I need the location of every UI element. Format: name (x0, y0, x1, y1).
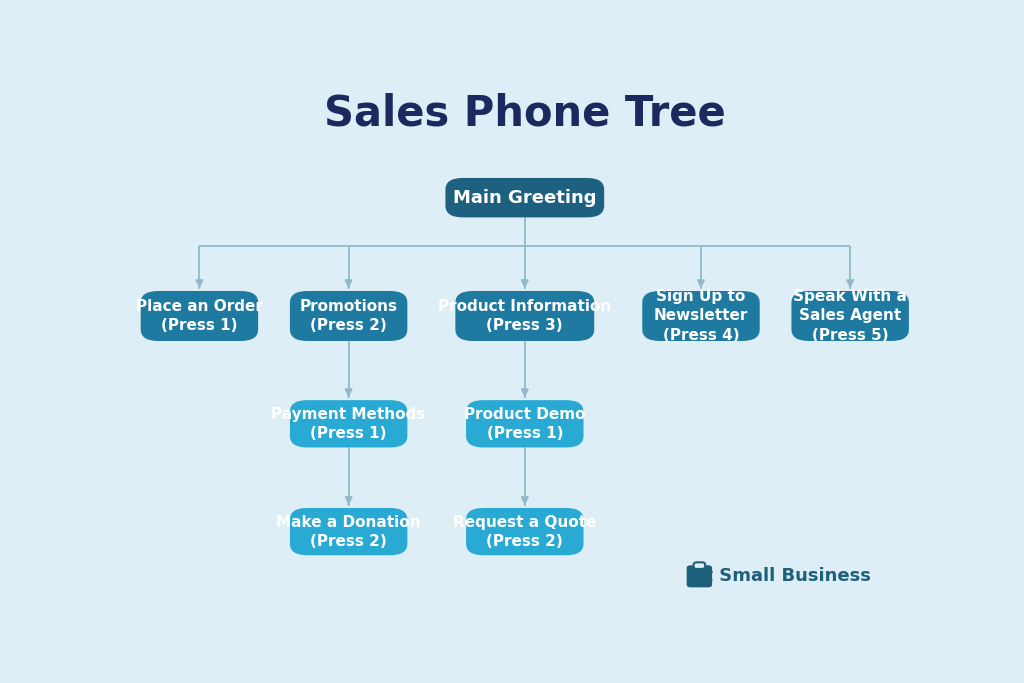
Text: Main Greeting: Main Greeting (453, 189, 597, 207)
FancyBboxPatch shape (445, 178, 604, 217)
Text: Place an Order
(Press 1): Place an Order (Press 1) (136, 299, 263, 333)
Text: Product Information
(Press 3): Product Information (Press 3) (438, 299, 611, 333)
Text: Promotions
(Press 2): Promotions (Press 2) (300, 299, 397, 333)
Text: Request a Quote
(Press 2): Request a Quote (Press 2) (453, 514, 597, 548)
FancyBboxPatch shape (693, 562, 706, 569)
Text: Speak With a
Sales Agent
(Press 5): Speak With a Sales Agent (Press 5) (794, 290, 907, 343)
FancyBboxPatch shape (290, 508, 408, 555)
FancyBboxPatch shape (466, 508, 584, 555)
FancyBboxPatch shape (642, 291, 760, 341)
FancyBboxPatch shape (290, 291, 408, 341)
Text: Payment Methods
(Press 1): Payment Methods (Press 1) (271, 406, 426, 441)
Text: Make a Donation
(Press 2): Make a Donation (Press 2) (276, 514, 421, 548)
Text: Sign Up to
Newsletter
(Press 4): Sign Up to Newsletter (Press 4) (653, 290, 749, 343)
FancyBboxPatch shape (687, 566, 712, 587)
FancyBboxPatch shape (290, 400, 408, 447)
FancyBboxPatch shape (466, 400, 584, 447)
Text: Fit Small Business: Fit Small Business (686, 568, 871, 585)
Text: Sales Phone Tree: Sales Phone Tree (324, 92, 726, 135)
Text: Product Demo
(Press 1): Product Demo (Press 1) (464, 406, 586, 441)
FancyBboxPatch shape (140, 291, 258, 341)
FancyBboxPatch shape (456, 291, 594, 341)
FancyBboxPatch shape (792, 291, 909, 341)
